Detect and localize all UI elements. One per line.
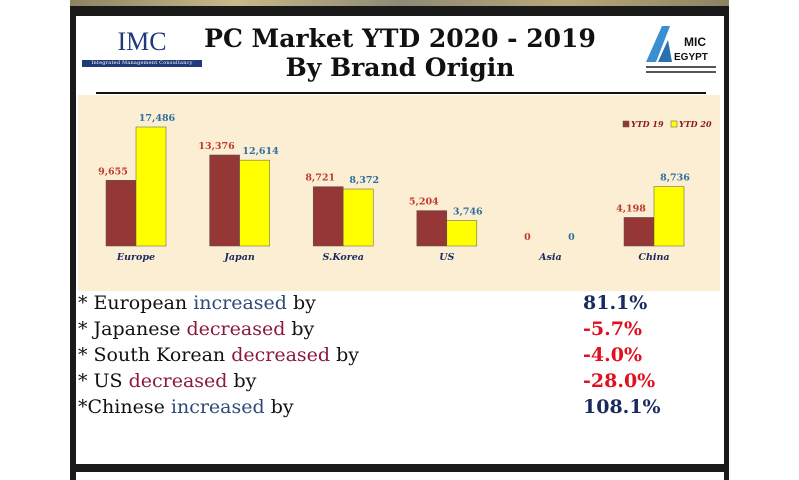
title-line-2: By Brand Origin: [285, 53, 515, 82]
summary-pre: * US: [78, 370, 129, 392]
summary-verb: decreased: [128, 370, 228, 392]
summary-line: *Chinese increased by: [78, 396, 294, 418]
summary-line: * Japanese decreased by: [78, 318, 314, 340]
summary-post: by: [285, 318, 315, 340]
bar-ytd19-japan: [209, 154, 240, 247]
bar-ytd20-europe: [135, 126, 167, 247]
data-label: 4,198: [616, 203, 646, 214]
summary-verb: increased: [170, 396, 265, 418]
svg-text:MIC: MIC: [684, 35, 706, 49]
imc-logo: IMC Integrated Management Consultancy: [82, 28, 202, 67]
summary-post: by: [330, 344, 359, 366]
bar-ytd19-skorea: [312, 186, 344, 247]
category-label: Asia: [538, 252, 561, 263]
summary-value: -5.7%: [583, 318, 642, 340]
category-label: Japan: [222, 252, 254, 263]
summary-line: * European increased by: [78, 292, 316, 314]
summary-verb: increased: [193, 292, 287, 314]
data-label: 12,614: [242, 146, 279, 157]
summary-pre: * Japanese: [78, 318, 187, 340]
amic-egypt-logo: MIC EGYPT: [646, 26, 716, 73]
summary-pre: *Chinese: [78, 396, 171, 418]
svg-text:EGYPT: EGYPT: [674, 52, 708, 63]
legend-swatch: [622, 120, 630, 128]
legend-swatch: [670, 120, 678, 128]
summary-verb: decreased: [186, 318, 286, 340]
bar-ytd19-china: [623, 217, 655, 247]
data-label: 8,721: [305, 173, 335, 184]
summary-value: -4.0%: [583, 344, 642, 366]
summary-line: * South Korean decreased by: [78, 344, 359, 366]
data-label: 13,376: [198, 141, 235, 152]
bar-ytd19-us: [416, 210, 448, 247]
summary-pre: * South Korean: [78, 344, 232, 366]
bar-ytd19-europe: [105, 180, 137, 247]
data-label: 17,486: [139, 113, 176, 124]
legend-label: YTD 20: [679, 119, 712, 129]
data-label: 9,655: [98, 166, 128, 177]
bar-ytd20-us: [446, 220, 478, 247]
category-label: China: [638, 252, 669, 263]
next-slide-edge: [76, 472, 724, 480]
summary-verb: decreased: [231, 344, 331, 366]
summary-post: by: [264, 396, 294, 418]
summary-post: by: [227, 370, 257, 392]
category-label: US: [439, 252, 454, 263]
data-label: 8,372: [349, 175, 379, 186]
bar-ytd20-skorea: [342, 188, 374, 247]
slide: IMC Integrated Management Consultancy PC…: [76, 16, 724, 464]
legend-label: YTD 19: [631, 119, 664, 129]
bar-ytd20-japan: [239, 159, 270, 247]
data-label: 3,746: [453, 207, 483, 218]
summary-value: 108.1%: [583, 396, 661, 418]
summary-post: by: [286, 292, 316, 314]
category-label: Europe: [116, 252, 155, 263]
top-strip: [70, 0, 729, 6]
category-label: S.Korea: [322, 252, 363, 263]
title-divider: [96, 92, 706, 94]
data-label: 0: [524, 232, 531, 243]
bar-ytd20-china: [653, 186, 685, 247]
summary-line: * US decreased by: [78, 370, 256, 392]
summary-value: -28.0%: [583, 370, 656, 392]
summary-pre: * European: [78, 292, 194, 314]
title-line-1: PC Market YTD 2020 - 2019: [204, 24, 596, 53]
summary-value: 81.1%: [583, 292, 648, 314]
bar-chart: 9,655 17,486 Europe 13,376 12,614 Japan 8,721 8…: [78, 95, 720, 291]
data-label: 0: [568, 232, 575, 243]
data-label: 5,204: [409, 197, 439, 208]
data-label: 8,736: [660, 173, 690, 184]
